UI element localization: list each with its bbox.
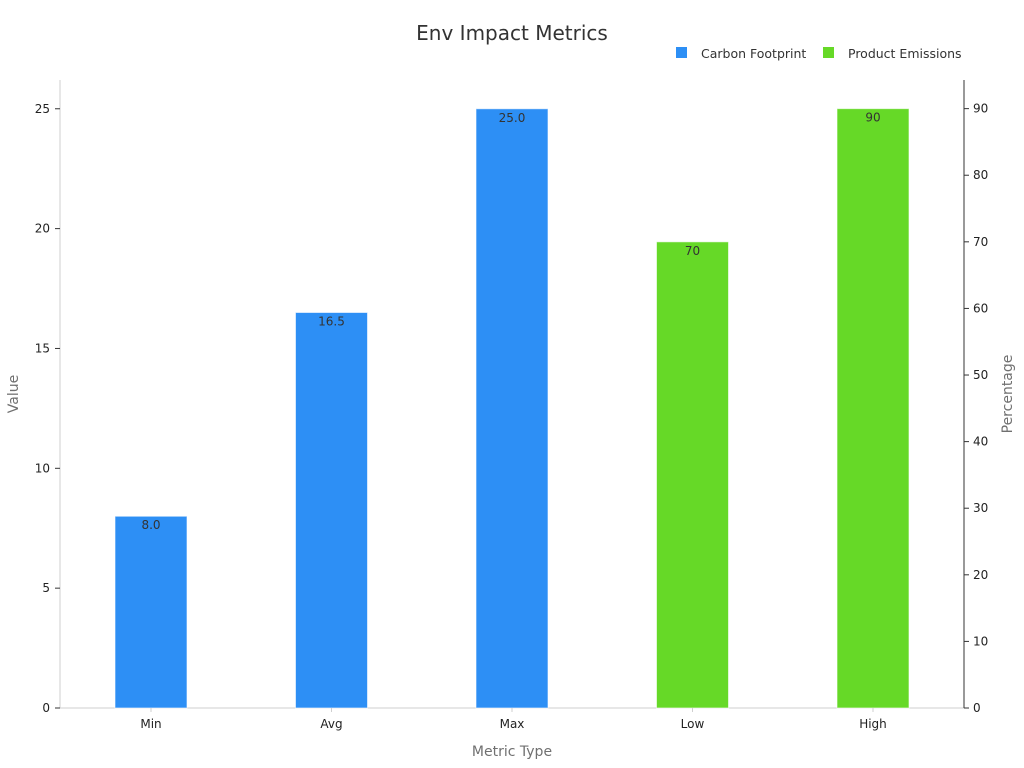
legend: Carbon Footprint Product Emissions: [676, 46, 962, 61]
x-tick-label: Low: [681, 717, 705, 731]
x-tick-label: Avg: [320, 717, 342, 731]
chart-title: Env Impact Metrics: [416, 21, 608, 45]
y2-axis-title: Percentage: [1000, 355, 1016, 434]
y2-tick-label: 70: [973, 235, 988, 249]
legend-swatch: [823, 47, 834, 58]
bar-carbon-footprint: [475, 108, 549, 709]
data-label: 25.0: [499, 111, 526, 125]
y-tick-label: 15: [35, 341, 50, 355]
bars-group: [114, 108, 910, 709]
x-tick-label: High: [859, 717, 887, 731]
data-label: 8.0: [141, 518, 160, 532]
x-tick-label: Max: [500, 717, 525, 731]
bar-carbon-footprint: [295, 312, 368, 709]
legend-label: Carbon Footprint: [701, 46, 806, 61]
bar-product-emissions: [656, 241, 729, 709]
y2-tick-label: 60: [973, 301, 988, 315]
bar-product-emissions: [836, 108, 910, 709]
y2-tick-label: 30: [973, 501, 988, 515]
y2-tick-label: 10: [973, 634, 988, 648]
y-ticks-group: 0 5 10 15 20 25: [35, 102, 60, 715]
y-tick-label: 20: [35, 222, 50, 236]
bar-carbon-footprint: [114, 515, 188, 709]
y2-tick-label: 50: [973, 368, 988, 382]
legend-swatch: [676, 47, 687, 58]
y2-tick-label: 0: [973, 701, 981, 715]
x-ticks-group: Min Avg Max Low High: [140, 708, 887, 731]
y-tick-label: 5: [42, 581, 50, 595]
y-tick-label: 0: [42, 701, 50, 715]
data-label: 16.5: [318, 315, 345, 329]
data-label: 70: [685, 244, 700, 258]
x-tick-label: Min: [140, 717, 161, 731]
y2-tick-label: 20: [973, 568, 988, 582]
y-axis-title: Value: [6, 375, 22, 413]
y-tick-label: 25: [35, 102, 50, 116]
y2-ticks-group: 0 10 20 30 40 50 60 70 80 90: [964, 102, 988, 715]
y-tick-label: 10: [35, 461, 50, 475]
y2-tick-label: 40: [973, 435, 988, 449]
y2-tick-label: 90: [973, 102, 988, 116]
data-labels-group: 8.0 16.5 25.0 70 90: [141, 111, 880, 533]
legend-label: Product Emissions: [848, 46, 962, 61]
y2-tick-label: 80: [973, 168, 988, 182]
x-axis-title: Metric Type: [472, 744, 552, 760]
data-label: 90: [865, 111, 880, 125]
